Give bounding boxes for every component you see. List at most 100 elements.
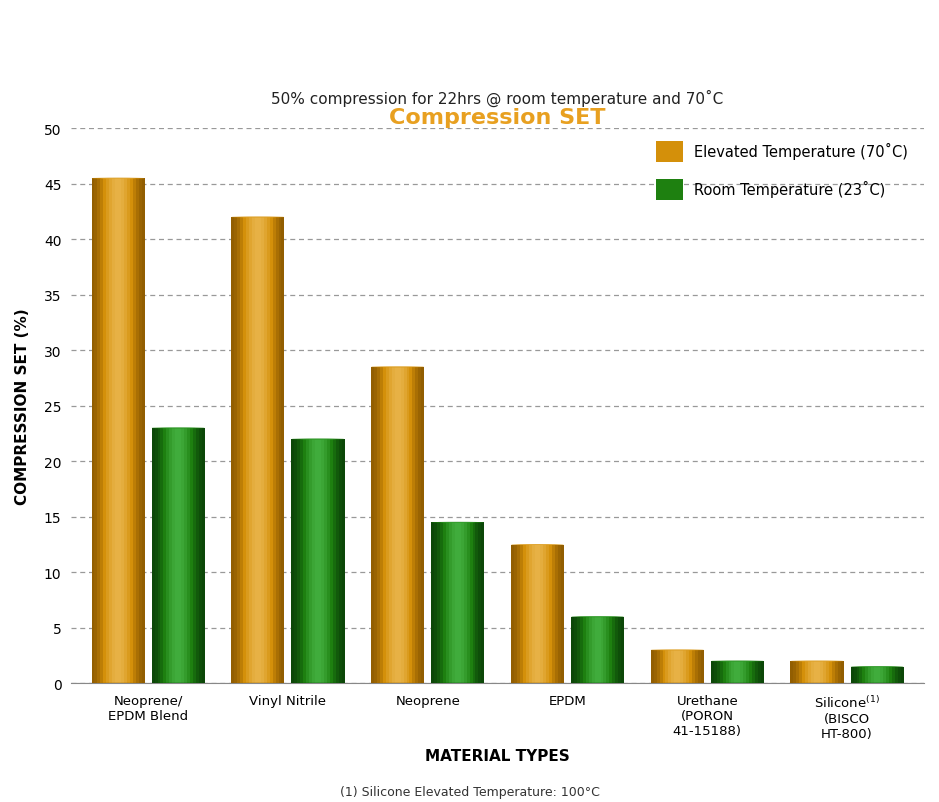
Bar bbox=[558, 545, 562, 683]
Bar bbox=[758, 661, 761, 683]
Bar bbox=[254, 218, 258, 683]
Bar bbox=[467, 523, 470, 683]
Bar bbox=[874, 666, 877, 683]
Bar bbox=[282, 218, 285, 683]
Bar bbox=[249, 218, 252, 683]
Bar bbox=[574, 617, 577, 683]
Bar bbox=[258, 218, 261, 683]
Bar bbox=[892, 666, 895, 683]
Bar bbox=[734, 661, 737, 683]
Bar bbox=[374, 367, 377, 683]
Bar bbox=[826, 661, 829, 683]
Bar bbox=[898, 666, 901, 683]
Bar bbox=[300, 439, 303, 683]
Bar bbox=[612, 617, 615, 683]
Bar bbox=[415, 367, 418, 683]
Bar bbox=[835, 661, 838, 683]
Bar bbox=[832, 661, 835, 683]
Bar bbox=[856, 666, 859, 683]
Ellipse shape bbox=[711, 683, 764, 684]
Bar bbox=[327, 439, 330, 683]
Bar bbox=[434, 523, 438, 683]
Ellipse shape bbox=[851, 683, 903, 684]
Bar bbox=[669, 650, 671, 683]
Text: 50% compression for 22hrs @ room temperature and 70˚C: 50% compression for 22hrs @ room tempera… bbox=[271, 90, 724, 107]
Bar bbox=[303, 439, 306, 683]
Bar bbox=[526, 545, 529, 683]
Bar bbox=[454, 523, 458, 683]
Bar bbox=[161, 428, 163, 683]
Bar bbox=[749, 661, 752, 683]
Ellipse shape bbox=[571, 617, 624, 618]
Bar bbox=[808, 661, 811, 683]
Bar bbox=[397, 367, 401, 683]
Ellipse shape bbox=[91, 683, 145, 684]
Bar bbox=[377, 367, 380, 683]
Bar bbox=[555, 545, 558, 683]
Bar bbox=[482, 523, 485, 683]
Bar bbox=[820, 661, 823, 683]
Bar bbox=[106, 179, 109, 683]
Bar bbox=[309, 439, 312, 683]
Bar bbox=[142, 179, 145, 683]
Bar bbox=[394, 367, 397, 683]
Bar bbox=[438, 523, 440, 683]
Bar bbox=[674, 650, 677, 683]
Bar bbox=[666, 650, 669, 683]
Bar bbox=[796, 661, 799, 683]
Bar bbox=[404, 367, 407, 683]
Bar bbox=[172, 428, 176, 683]
Bar bbox=[889, 666, 892, 683]
Bar bbox=[112, 179, 115, 683]
Bar bbox=[443, 523, 446, 683]
Bar bbox=[862, 666, 866, 683]
Bar bbox=[791, 661, 793, 683]
Ellipse shape bbox=[651, 683, 704, 684]
Bar bbox=[163, 428, 166, 683]
Bar bbox=[312, 439, 315, 683]
Bar bbox=[829, 661, 832, 683]
Bar bbox=[695, 650, 698, 683]
Bar bbox=[449, 523, 452, 683]
Bar bbox=[431, 523, 434, 683]
Bar bbox=[516, 545, 520, 683]
Bar bbox=[187, 428, 190, 683]
Bar bbox=[330, 439, 332, 683]
Bar bbox=[686, 650, 689, 683]
Bar bbox=[654, 650, 656, 683]
Bar bbox=[562, 545, 564, 683]
Bar bbox=[240, 218, 243, 683]
Bar bbox=[514, 545, 516, 683]
Bar bbox=[601, 617, 604, 683]
Bar bbox=[811, 661, 814, 683]
Ellipse shape bbox=[151, 428, 205, 429]
Bar bbox=[716, 661, 719, 683]
Bar bbox=[511, 545, 514, 683]
Bar bbox=[755, 661, 758, 683]
Bar bbox=[823, 661, 826, 683]
Bar bbox=[761, 661, 764, 683]
Bar bbox=[458, 523, 461, 683]
Bar bbox=[577, 617, 580, 683]
Bar bbox=[523, 545, 526, 683]
Bar bbox=[279, 218, 282, 683]
Bar bbox=[132, 179, 136, 683]
Bar bbox=[677, 650, 680, 683]
Bar bbox=[261, 218, 264, 683]
Bar bbox=[729, 661, 731, 683]
Bar bbox=[371, 367, 374, 683]
Bar bbox=[121, 179, 124, 683]
Bar bbox=[731, 661, 734, 683]
Bar bbox=[877, 666, 880, 683]
Bar bbox=[615, 617, 618, 683]
Bar bbox=[155, 428, 158, 683]
Bar bbox=[380, 367, 383, 683]
Bar bbox=[95, 179, 98, 683]
Bar bbox=[814, 661, 817, 683]
Bar bbox=[737, 661, 740, 683]
Bar bbox=[470, 523, 472, 683]
Bar bbox=[272, 218, 275, 683]
Bar bbox=[184, 428, 187, 683]
Bar bbox=[335, 439, 339, 683]
Bar bbox=[383, 367, 386, 683]
